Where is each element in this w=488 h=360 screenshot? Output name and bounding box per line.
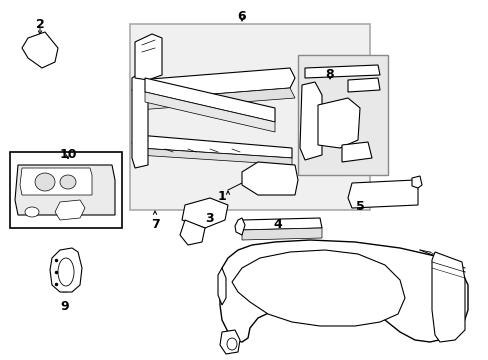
Polygon shape <box>20 168 92 195</box>
Polygon shape <box>182 198 227 228</box>
Text: 4: 4 <box>273 218 282 231</box>
Text: 1: 1 <box>217 190 226 203</box>
Ellipse shape <box>35 173 55 191</box>
Polygon shape <box>145 92 274 132</box>
Polygon shape <box>347 78 379 92</box>
Polygon shape <box>55 200 85 220</box>
Polygon shape <box>180 220 204 245</box>
Polygon shape <box>242 218 321 230</box>
Polygon shape <box>220 240 467 342</box>
Polygon shape <box>317 98 359 148</box>
Polygon shape <box>138 88 294 110</box>
Ellipse shape <box>60 175 76 189</box>
Ellipse shape <box>58 258 74 286</box>
Polygon shape <box>218 268 225 305</box>
Polygon shape <box>138 148 291 165</box>
Polygon shape <box>132 135 291 158</box>
Polygon shape <box>235 218 244 235</box>
Polygon shape <box>50 248 82 292</box>
Polygon shape <box>132 70 148 168</box>
Text: 5: 5 <box>355 200 364 213</box>
Polygon shape <box>299 82 321 160</box>
Ellipse shape <box>226 338 237 350</box>
Polygon shape <box>242 228 321 240</box>
Ellipse shape <box>25 207 39 217</box>
Text: 9: 9 <box>61 300 69 313</box>
Polygon shape <box>242 162 297 195</box>
Polygon shape <box>431 252 464 342</box>
Text: 3: 3 <box>205 212 214 225</box>
Polygon shape <box>231 250 404 326</box>
Polygon shape <box>297 55 387 175</box>
Text: 8: 8 <box>325 68 334 81</box>
Polygon shape <box>15 165 115 215</box>
Polygon shape <box>132 68 294 100</box>
Text: 10: 10 <box>59 148 77 161</box>
Text: 2: 2 <box>36 18 44 31</box>
Polygon shape <box>347 180 417 208</box>
Polygon shape <box>145 78 274 122</box>
Polygon shape <box>220 330 240 354</box>
Polygon shape <box>130 24 369 210</box>
Text: 7: 7 <box>150 218 159 231</box>
Polygon shape <box>22 32 58 68</box>
Text: 6: 6 <box>237 10 246 23</box>
Polygon shape <box>341 142 371 162</box>
Polygon shape <box>135 34 162 80</box>
Polygon shape <box>305 65 379 78</box>
Polygon shape <box>10 152 122 228</box>
Polygon shape <box>411 176 421 188</box>
